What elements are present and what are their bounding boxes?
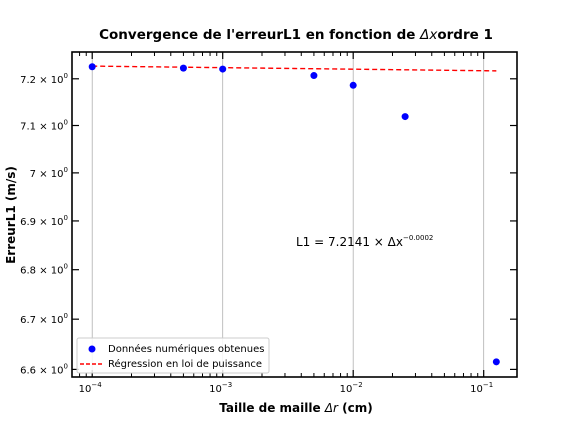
plot-frame [71,51,518,378]
x-tick-label: 10−1 [470,381,493,395]
x-axis-label: Taille de maille Δr (cm) [219,401,372,415]
legend-label-points: Données numériques obtenues [108,343,264,355]
x-tick-label: 10−2 [340,381,363,395]
data-point [349,81,357,89]
y-tick-label: 6.7 × 100 [20,312,68,326]
data-point [219,65,227,73]
fit-layer [92,65,497,72]
points-layer [88,63,500,366]
data-point [88,63,96,71]
y-tick-label: 7.1 × 100 [20,119,68,133]
y-tick-label: 6.9 × 100 [20,214,68,228]
data-point [179,64,187,72]
y-tick-label: 6.6 × 100 [20,362,68,376]
legend-label-fit: Régression en loi de puissance [108,358,262,370]
data-point [310,72,318,80]
fit-equation-annotation: L1 = 7.2141 × Δx−0.0002 [296,234,433,249]
y-axis-label: ErreurL1 (m/s) [4,166,18,264]
y-tick-label: 7 × 100 [30,166,68,180]
chart-title: Convergence de l'erreurL1 en fonction de… [99,27,493,43]
legend-marker-points [88,345,96,353]
x-tick-label: 10−4 [79,381,103,395]
y-tick-label: 6.8 × 100 [20,263,68,277]
x-tick-label: 10−3 [209,381,232,395]
y-tick-label: 7.2 × 100 [20,72,68,86]
y-axis-ticks: 6.6 × 100 6.7 × 100 6.8 × 100 6.9 × 100 7 × … [20,72,517,376]
grid [91,52,485,377]
x-axis-ticks: 10−4 10−3 10−2 10−1 [71,52,493,395]
legend-box [76,337,270,374]
fit-line [92,65,497,72]
data-point [401,113,409,121]
data-point [492,358,500,366]
legend: Données numériques obtenues Régression e… [76,337,270,374]
